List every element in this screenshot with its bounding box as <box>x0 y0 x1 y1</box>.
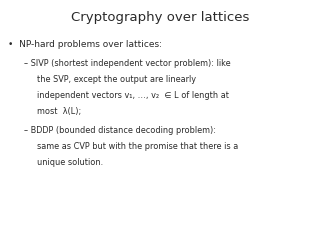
Text: independent vectors v₁, …, v₂  ∈ L of length at: independent vectors v₁, …, v₂ ∈ L of len… <box>37 91 229 100</box>
Text: same as CVP but with the promise that there is a: same as CVP but with the promise that th… <box>37 142 238 151</box>
Text: Cryptography over lattices: Cryptography over lattices <box>71 11 249 24</box>
Text: most  λ(L);: most λ(L); <box>37 107 81 116</box>
Text: the SVP, except the output are linearly: the SVP, except the output are linearly <box>37 75 196 84</box>
Text: – BDDP (bounded distance decoding problem):: – BDDP (bounded distance decoding proble… <box>24 126 216 135</box>
Text: – SIVP (shortest independent vector problem): like: – SIVP (shortest independent vector prob… <box>24 59 231 68</box>
Text: •  NP-hard problems over lattices:: • NP-hard problems over lattices: <box>8 40 162 49</box>
Text: unique solution.: unique solution. <box>37 158 103 168</box>
